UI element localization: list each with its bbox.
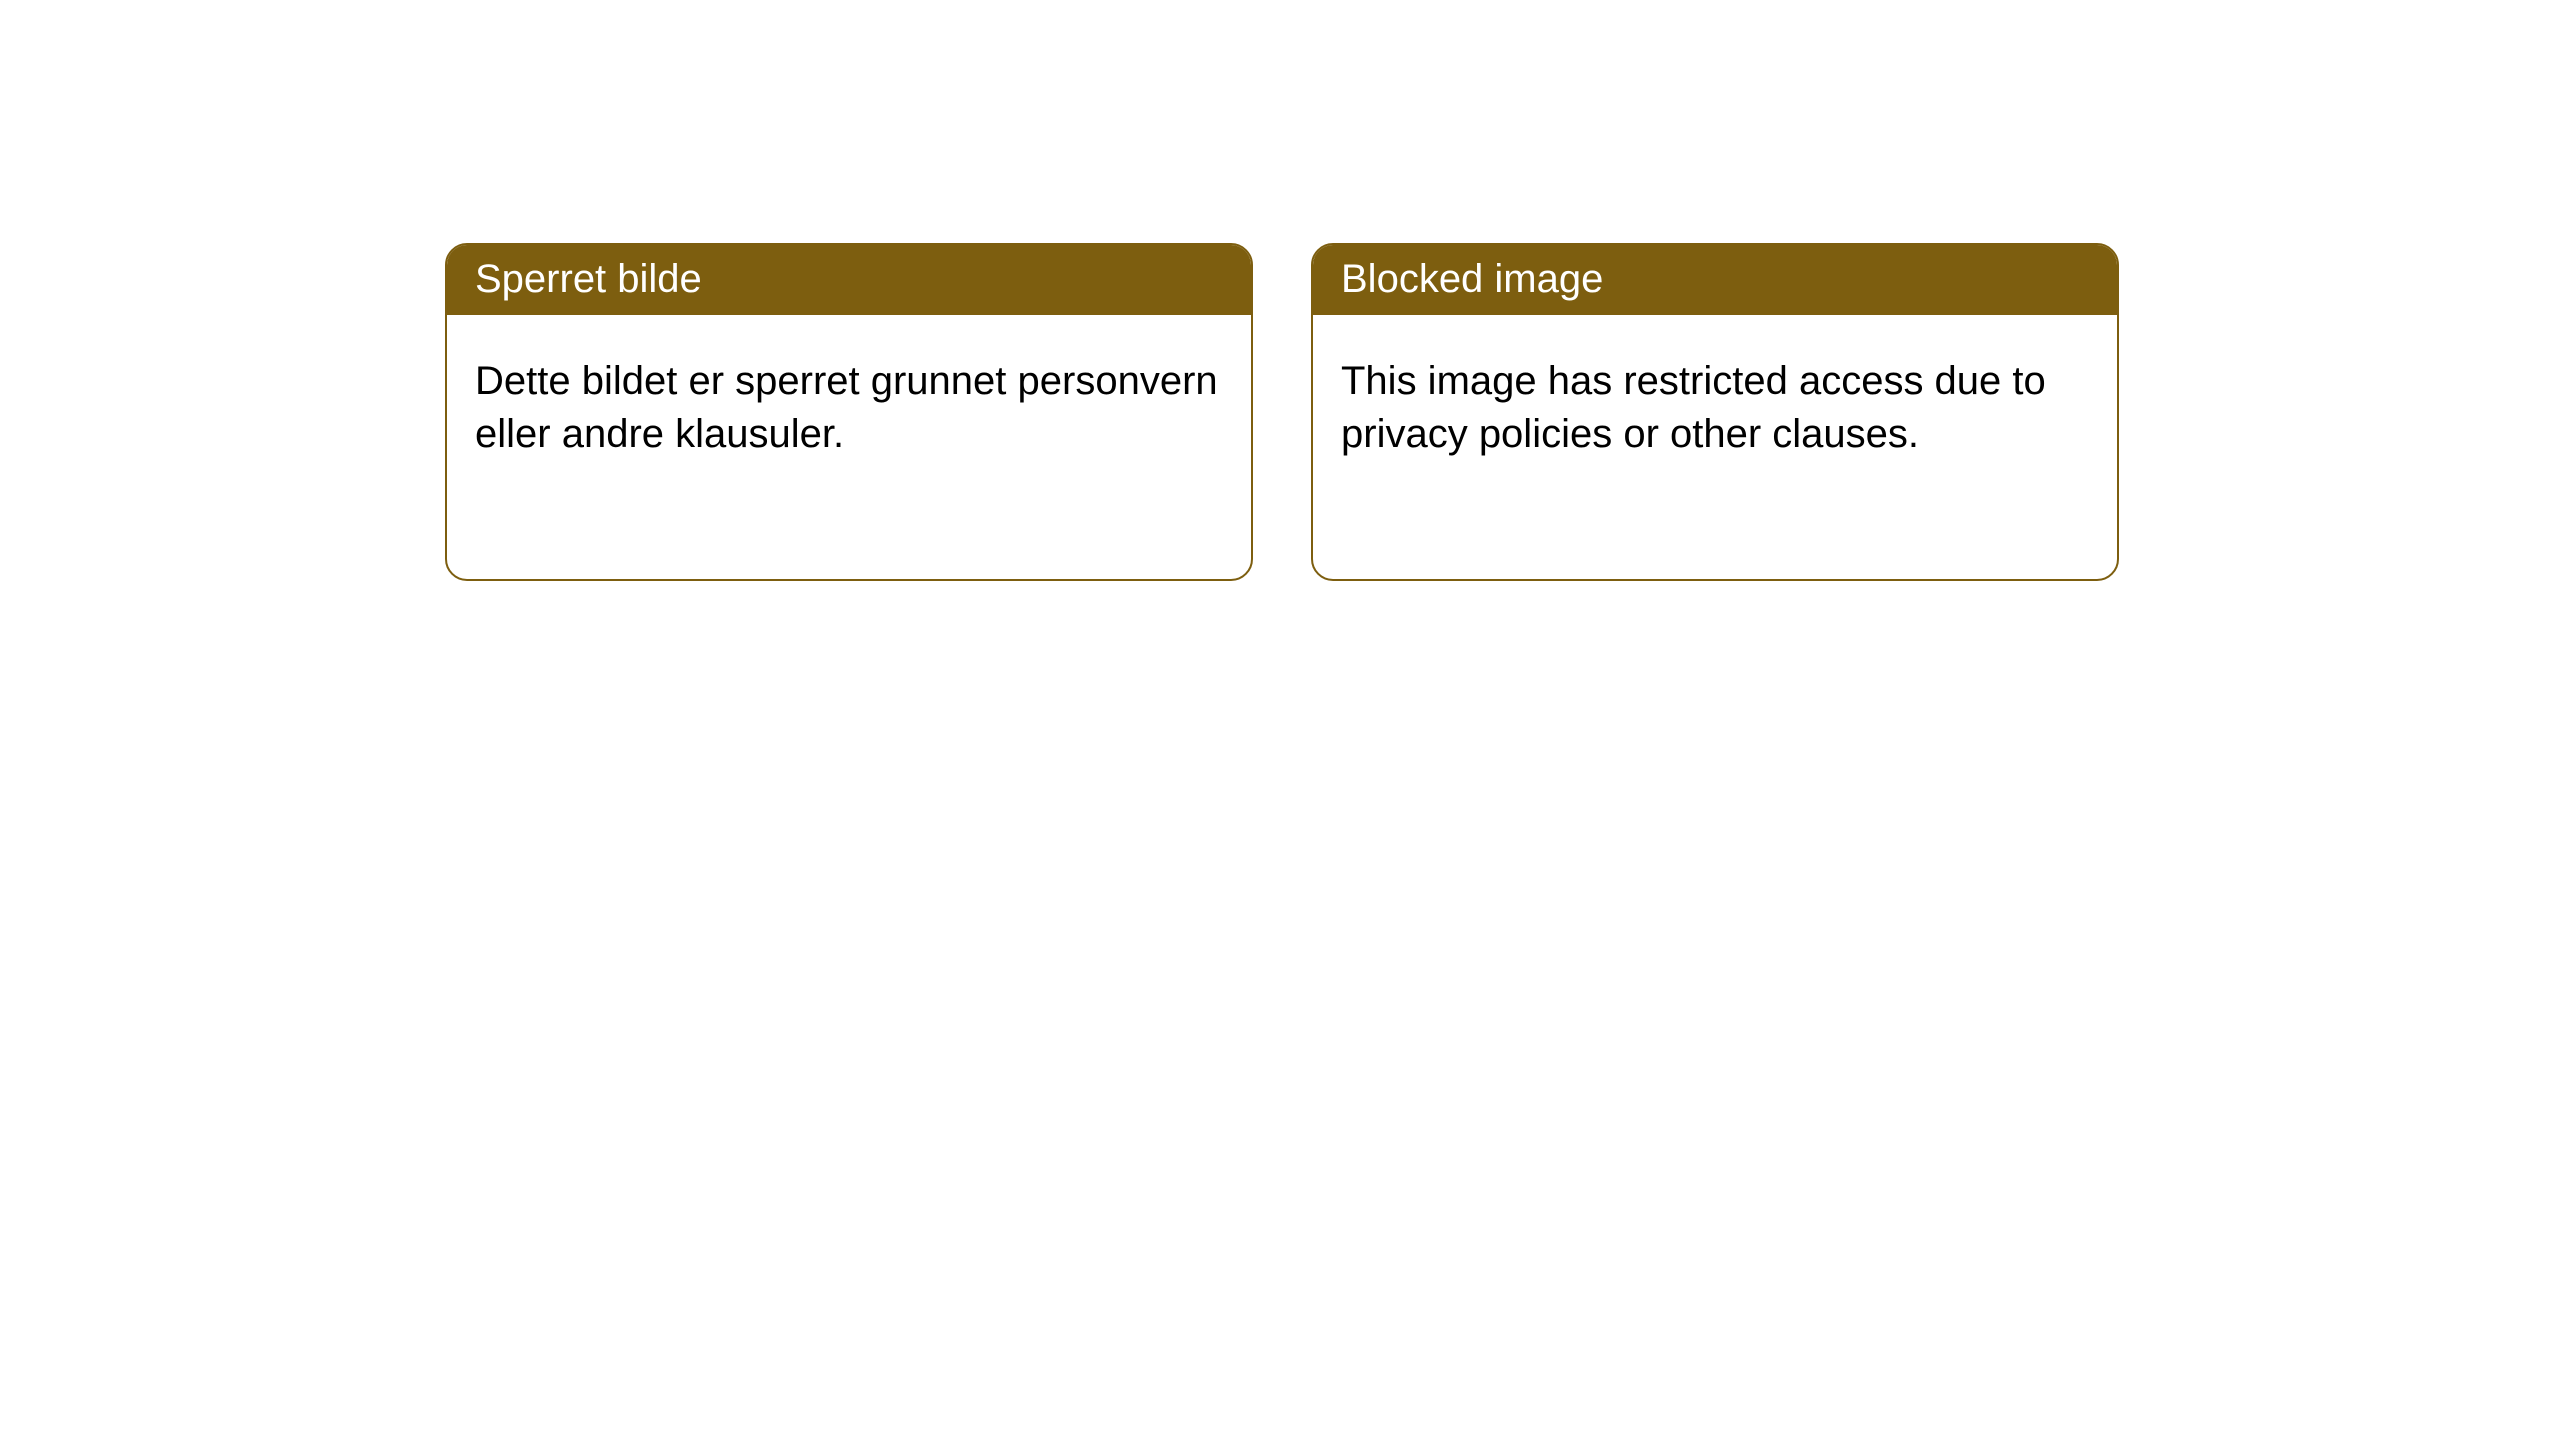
notice-title: Sperret bilde	[447, 245, 1251, 315]
notice-container: Sperret bilde Dette bildet er sperret gr…	[0, 0, 2560, 581]
notice-title: Blocked image	[1313, 245, 2117, 315]
notice-card-english: Blocked image This image has restricted …	[1311, 243, 2119, 581]
notice-card-norwegian: Sperret bilde Dette bildet er sperret gr…	[445, 243, 1253, 581]
notice-body-text: This image has restricted access due to …	[1313, 315, 2117, 501]
notice-body-text: Dette bildet er sperret grunnet personve…	[447, 315, 1251, 501]
